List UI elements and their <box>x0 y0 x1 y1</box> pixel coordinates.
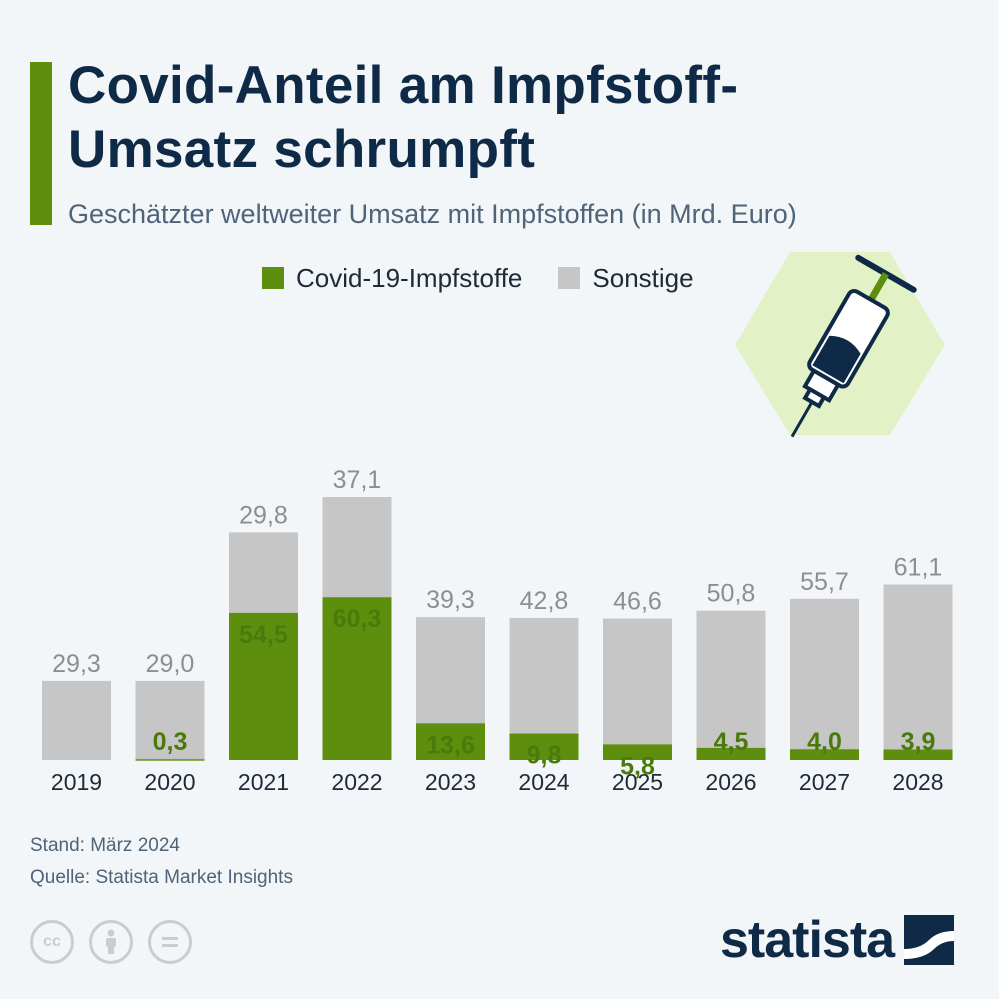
label-covid-2021: 54,5 <box>239 621 288 649</box>
bar-sonstige-2021 <box>229 532 298 613</box>
syringe-icon <box>735 252 945 438</box>
cc-icon: cc <box>30 920 74 964</box>
chart-legend: Covid-19-Impfstoffe Sonstige <box>262 260 730 296</box>
legend-label-covid: Covid-19-Impfstoffe <box>296 262 523 293</box>
label-sonstige-2022: 37,1 <box>333 466 382 494</box>
label-covid-2025: 5,8 <box>620 752 655 780</box>
bar-covid-2023 <box>416 723 485 760</box>
bar-covid-2026 <box>696 747 766 760</box>
label-covid-2020: 0,3 <box>153 728 188 756</box>
bar-sonstige-2028 <box>883 584 953 750</box>
bar-sonstige-2027 <box>790 598 859 750</box>
bar-sonstige-2026 <box>696 610 766 748</box>
attribution-icon <box>89 920 133 964</box>
x-tick-2027: 2027 <box>799 769 850 795</box>
x-tick-2022: 2022 <box>331 769 382 795</box>
title-accent-bar <box>30 62 52 225</box>
legend-item-other: Sonstige <box>558 262 694 294</box>
bar-sonstige-2020 <box>135 680 205 760</box>
label-covid-2027: 4,0 <box>807 728 842 756</box>
bar-sonstige-2025 <box>603 618 672 745</box>
bar-covid-2028 <box>883 749 953 760</box>
legend-swatch-other <box>558 267 581 289</box>
label-covid-2024: 9,8 <box>527 742 562 770</box>
page-subtitle: Geschätzter weltweiter Umsatz mit Impfst… <box>68 199 797 229</box>
statista-logo[interactable]: statista <box>720 910 955 970</box>
bar-covid-2025 <box>603 744 672 760</box>
page-title: Covid-Anteil am Impfstoff-Umsatz schrump… <box>68 56 739 179</box>
no-derivatives-icon <box>148 920 192 964</box>
label-sonstige-2026: 50,8 <box>707 580 756 608</box>
label-sonstige-2024: 42,8 <box>520 587 569 615</box>
bar-covid-2024 <box>509 733 579 760</box>
stacked-bar-chart: 29,3 2019 29,0 0,3 2020 29,8 54,5 2021 37,1 60,3 2… <box>42 466 953 795</box>
label-covid-2022: 60,3 <box>333 605 382 633</box>
x-tick-2023: 2023 <box>425 769 476 795</box>
legend-item-covid: Covid-19-Impfstoffe <box>262 263 522 294</box>
x-tick-2021: 2021 <box>238 769 289 795</box>
bar-sonstige-2023 <box>416 617 485 724</box>
legend-swatch-covid <box>262 267 284 289</box>
bar-covid-2021 <box>229 612 298 760</box>
label-sonstige-2019: 29,3 <box>52 650 101 678</box>
legend-label-other: Sonstige <box>592 262 694 293</box>
bar-covid-2020 <box>135 759 205 761</box>
x-tick-2024: 2024 <box>518 769 569 795</box>
bar-sonstige-2024 <box>509 617 579 734</box>
label-sonstige-2023: 39,3 <box>426 586 475 614</box>
statista-logo-text: statista <box>720 911 895 969</box>
bar-sonstige-2022 <box>322 497 392 598</box>
label-sonstige-2028: 61,1 <box>894 554 943 582</box>
x-tick-2026: 2026 <box>705 769 756 795</box>
label-sonstige-2020: 29,0 <box>146 650 195 678</box>
bar-covid-2022 <box>322 597 392 760</box>
x-tick-2025: 2025 <box>612 769 663 795</box>
x-tick-2028: 2028 <box>892 769 943 795</box>
label-sonstige-2027: 55,7 <box>800 568 849 596</box>
label-sonstige-2025: 46,6 <box>613 588 662 616</box>
x-tick-2020: 2020 <box>144 769 195 795</box>
x-tick-2019: 2019 <box>51 769 102 795</box>
source-date: Stand: März 2024 <box>30 835 180 856</box>
statista-logo-mark <box>904 915 955 965</box>
label-covid-2028: 3,9 <box>901 728 936 756</box>
label-sonstige-2021: 29,8 <box>239 501 288 529</box>
bar-covid-2027 <box>790 749 859 760</box>
bar-sonstige-2019 <box>42 680 111 760</box>
label-covid-2023: 13,6 <box>426 731 475 759</box>
source-name: Quelle: Statista Market Insights <box>30 867 293 888</box>
label-covid-2026: 4,5 <box>714 728 749 756</box>
license-icons: cc <box>30 920 207 964</box>
